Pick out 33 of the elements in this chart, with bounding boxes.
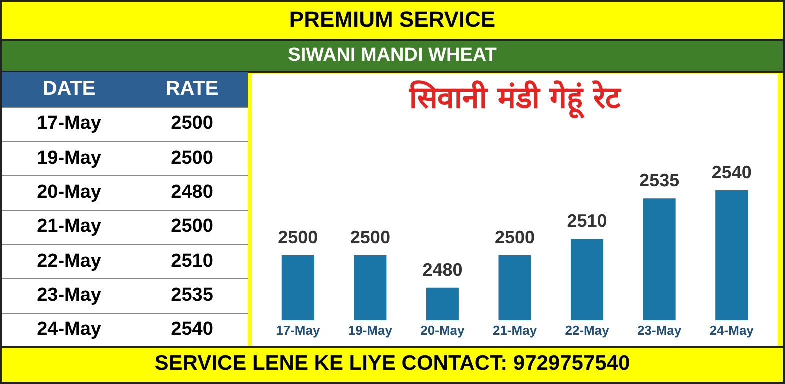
data-label: 2535 — [136, 278, 248, 314]
annotation: SERVICE LENE KE LIYE CONTACT: 9729757540 — [2, 346, 783, 380]
x-tick-label: 17-May — [276, 322, 321, 338]
data-label: 2500 — [136, 107, 248, 142]
category-label: 17-May — [2, 107, 137, 142]
chart-title: सिवानी मंडी गेहूं रेट — [408, 80, 623, 119]
data-label: 2480 — [422, 260, 463, 280]
category-label: 22-May — [2, 244, 137, 279]
data-label: 2500 — [136, 141, 248, 176]
text: RATE — [136, 72, 248, 108]
category-label: 23-May — [2, 278, 137, 314]
x-tick-label: 21-May — [492, 322, 538, 338]
data-label: 2500 — [278, 227, 318, 248]
category-label: 20-May — [2, 176, 137, 210]
text: SIWANI MANDI WHEAT — [2, 39, 783, 73]
category-label: 19-May — [2, 141, 137, 176]
data-label: 2510 — [567, 211, 608, 232]
data-label: 2500 — [350, 227, 390, 248]
data-label: 2540 — [136, 313, 248, 348]
data-label: 2510 — [136, 244, 248, 279]
x-tick-label: 24-May — [710, 322, 755, 338]
data-label: 2480 — [136, 176, 248, 210]
data-label: 2535 — [640, 170, 680, 191]
data-label: 2500 — [494, 227, 536, 248]
x-tick-label: 23-May — [638, 322, 682, 338]
data-label: 2500 — [136, 210, 248, 244]
data-label: 2540 — [712, 162, 752, 182]
x-tick-label: 20-May — [420, 322, 466, 338]
x-tick-label: 22-May — [565, 322, 610, 338]
text: DATE — [2, 72, 137, 108]
text: PREMIUM SERVICE — [288, 6, 497, 34]
category-label: 21-May — [2, 210, 137, 244]
x-tick-label: 19-May — [348, 322, 394, 338]
